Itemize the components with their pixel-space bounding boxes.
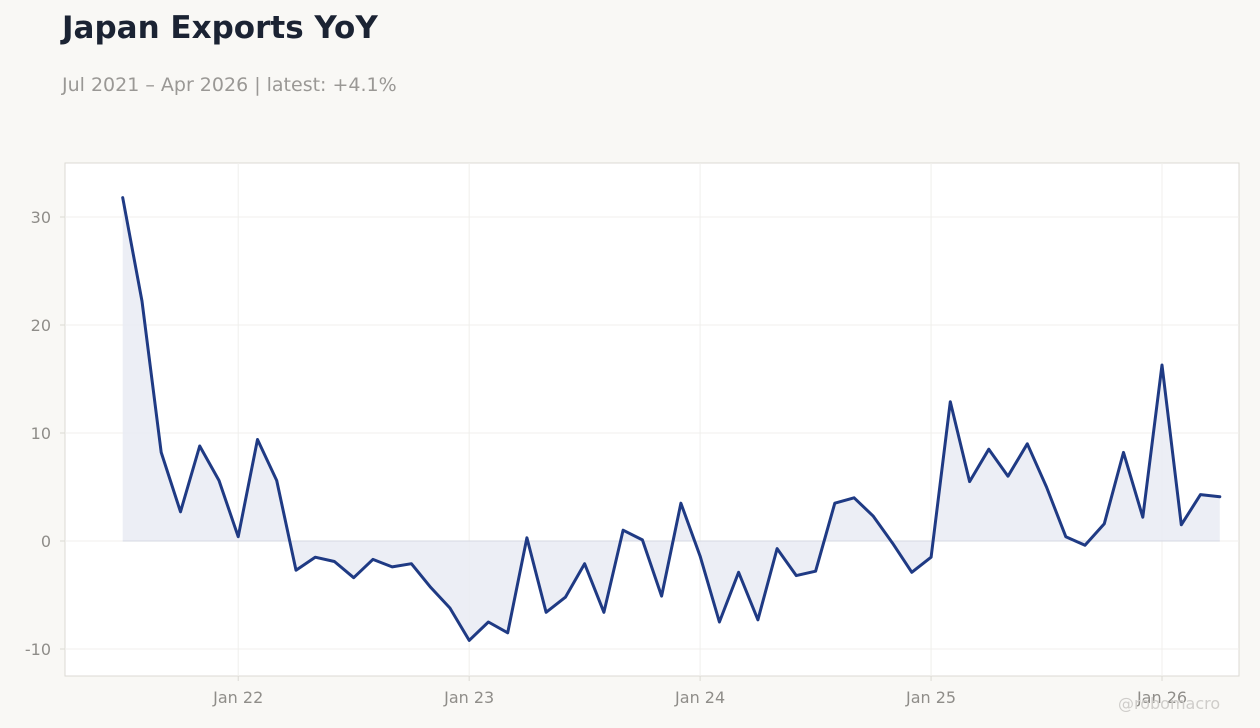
y-tick-label: 0 — [41, 532, 51, 551]
series-area — [122, 197, 1220, 641]
y-tick-label: -10 — [25, 640, 51, 659]
y-tick-label: 30 — [31, 208, 51, 227]
y-tick-label: 20 — [31, 316, 51, 335]
line-layer — [121, 196, 1222, 642]
x-tick-label: Jan 23 — [443, 688, 494, 707]
x-tick-label: Jan 26 — [1136, 688, 1187, 707]
chart-title: Japan Exports YoY — [62, 10, 378, 46]
grid-lines — [65, 163, 1239, 676]
plot-area — [64, 162, 1240, 677]
x-tick-label: Jan 25 — [905, 688, 956, 707]
area-layer — [122, 197, 1220, 641]
series-line — [121, 196, 1222, 642]
chart-subtitle: Jul 2021 – Apr 2026 | latest: +4.1% — [62, 74, 397, 96]
x-tick-label: Jan 22 — [212, 688, 263, 707]
y-tick-label: 10 — [31, 424, 51, 443]
watermark: @robomacro — [1118, 694, 1221, 713]
x-tick-label: Jan 24 — [674, 688, 725, 707]
x-axis: Jan 22 Jan 23 Jan 24 Jan 25 Jan 26 — [212, 676, 1187, 707]
y-axis: -10 0 10 20 30 — [25, 208, 65, 659]
